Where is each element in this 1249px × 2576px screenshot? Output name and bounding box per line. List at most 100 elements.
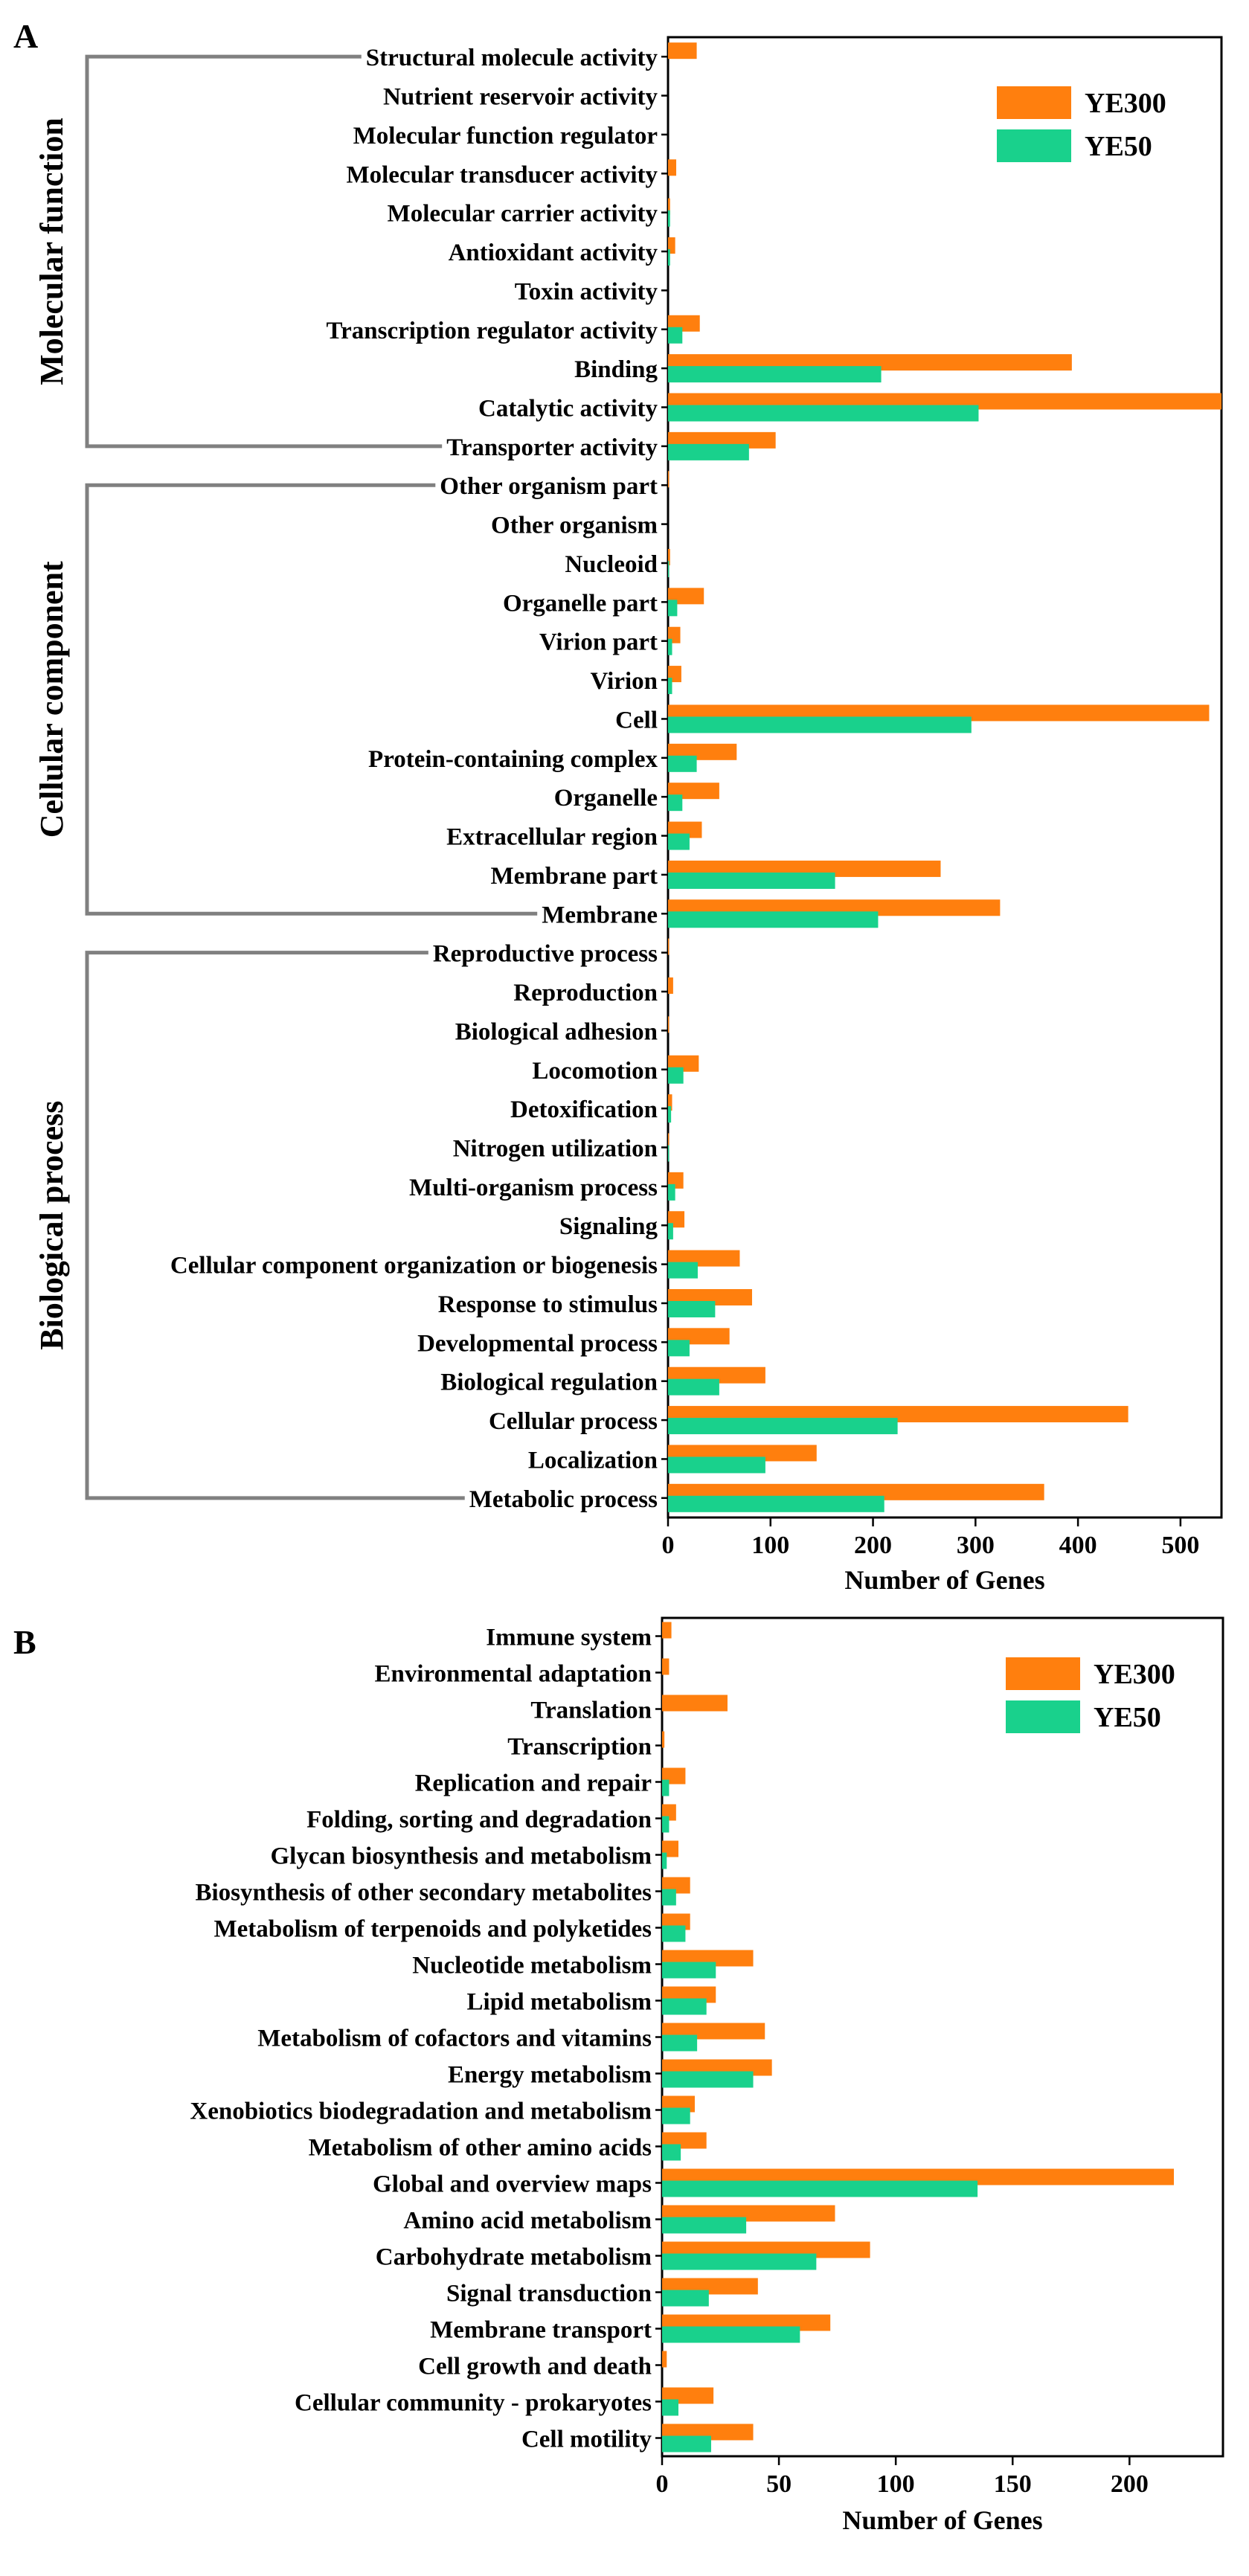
category-label: Biological adhesion (455, 1018, 658, 1045)
legend-swatch-ye50 (997, 129, 1071, 162)
plot-frame (667, 36, 1223, 1519)
x-tick-label: 200 (854, 1532, 892, 1559)
x-tick-label: 300 (957, 1532, 995, 1559)
bar-ye300 (662, 1731, 665, 1748)
bar-ye300 (668, 471, 670, 488)
category-label: Nitrogen utilization (453, 1136, 658, 1163)
panel-b-chart: B Immune system Environmental adaptation Tr… (13, 1616, 1224, 2535)
category-label: Folding, sorting and degradation (306, 1807, 652, 1834)
category-label: Structural molecule activity (366, 45, 658, 71)
bar-ye50 (668, 833, 690, 850)
bar-ye50 (668, 1145, 670, 1162)
bar-ye50 (662, 2107, 690, 2124)
bar-ye50 (662, 1816, 670, 1833)
category-label: Nucleotide metabolism (412, 1953, 652, 1979)
legend: YE300 YE50 (1006, 1657, 1175, 1733)
category-label: Cellular component organization or bioge… (170, 1253, 658, 1279)
bar-ye50 (668, 872, 835, 889)
group-label: Biological process (33, 1101, 70, 1350)
group-bracket (85, 951, 465, 1500)
bar-ye50 (668, 794, 683, 812)
bar-ye50 (668, 1183, 675, 1201)
category-label: Organelle (554, 785, 658, 812)
legend: YE300 YE50 (997, 86, 1166, 162)
x-tick-label: 100 (751, 1532, 789, 1559)
bar-ye50 (662, 2217, 747, 2234)
group-label: Cellular component (33, 561, 70, 838)
category-label: Catalytic activity (478, 396, 658, 423)
bar-ye50 (668, 1495, 884, 1512)
x-tick-label: 0 (656, 2470, 669, 2498)
x-axis-title: Number of Genes (842, 2505, 1042, 2535)
category-label: Cell motility (521, 2426, 652, 2453)
bar-ye50 (662, 2435, 711, 2453)
category-label: Amino acid metabolism (403, 2208, 652, 2235)
bar-ye50 (668, 1456, 765, 1474)
category-label: Molecular transducer activity (346, 161, 658, 188)
category-label: Replication and repair (415, 1770, 652, 1797)
category-label: Molecular carrier activity (388, 201, 658, 228)
category-label: Localization (528, 1447, 658, 1474)
category-label: Membrane transport (430, 2317, 652, 2344)
category-label: Membrane (542, 902, 658, 928)
category-label: Detoxification (510, 1096, 658, 1123)
bar-ye50 (662, 2034, 698, 2052)
bar-ye50 (668, 1418, 898, 1435)
category-label: Multi-organism process (409, 1175, 658, 1201)
bar-ye50 (668, 911, 879, 928)
bar-ye50 (662, 2253, 817, 2270)
bar-ye300 (668, 42, 697, 60)
bar-ye50 (668, 366, 882, 383)
category-label: Cellular process (489, 1408, 658, 1435)
category-label: Energy metabolism (448, 2062, 652, 2089)
panel-a-chart: A Structural molecule activity Nutrient re… (13, 17, 1223, 1595)
category-label: Extracellular region (446, 824, 658, 851)
bar-ye300 (668, 159, 677, 176)
category-label: Cellular community - prokaryotes (295, 2390, 652, 2417)
legend-swatch-ye300 (997, 86, 1071, 119)
bar-ye50 (668, 600, 678, 617)
bar-ye300 (662, 2351, 667, 2368)
category-label: Virion (591, 668, 658, 695)
category-label: Signal transduction (446, 2281, 652, 2307)
bar-ye300 (662, 1658, 670, 1675)
bar-ye50 (668, 1340, 690, 1357)
bar-ye50 (662, 1962, 716, 1979)
bar-ye300 (668, 977, 673, 995)
bar-ye50 (668, 638, 672, 655)
bar-ye50 (668, 560, 670, 577)
bar-ye50 (662, 1852, 667, 1869)
category-label: Other organism part (440, 473, 658, 500)
bar-ye300 (668, 198, 670, 215)
category-label: Transcription regulator activity (327, 318, 658, 344)
legend-label: YE300 (1094, 1659, 1175, 1690)
x-tick-label: 100 (877, 2470, 915, 2498)
bar-ye50 (668, 716, 972, 733)
category-label: Nutrient reservoir activity (383, 84, 658, 111)
category-label: Transcription (507, 1734, 652, 1761)
category-label: Protein-containing complex (368, 746, 658, 773)
legend-swatch-ye300 (1006, 1657, 1080, 1690)
category-label: Xenobiotics biodegradation and metabolis… (190, 2098, 652, 2125)
category-label: Biosynthesis of other secondary metaboli… (195, 1880, 652, 1907)
category-label: Transporter activity (446, 434, 658, 461)
category-label: Response to stimulus (438, 1291, 658, 1318)
legend-label: YE50 (1094, 1702, 1161, 1733)
bar-ye50 (662, 2071, 754, 2088)
bar-ye50 (668, 678, 672, 695)
bar-ye300 (662, 1622, 672, 1639)
bar-ye50 (668, 210, 670, 227)
bar-ye50 (668, 249, 670, 266)
bar-ye50 (668, 1300, 716, 1317)
category-label: Virion part (539, 629, 658, 656)
category-label: Cell (615, 707, 658, 733)
category-label: Lipid metabolism (467, 1989, 652, 2016)
x-axis-title: Number of Genes (844, 1565, 1044, 1595)
bar-ye50 (662, 2290, 709, 2307)
category-label: Translation (530, 1697, 652, 1724)
category-label: Developmental process (417, 1330, 658, 1357)
category-label: Cell growth and death (418, 2354, 652, 2380)
category-label: Other organism (491, 513, 658, 539)
bar-ye300 (668, 548, 670, 565)
bar-ye300 (668, 1133, 670, 1150)
